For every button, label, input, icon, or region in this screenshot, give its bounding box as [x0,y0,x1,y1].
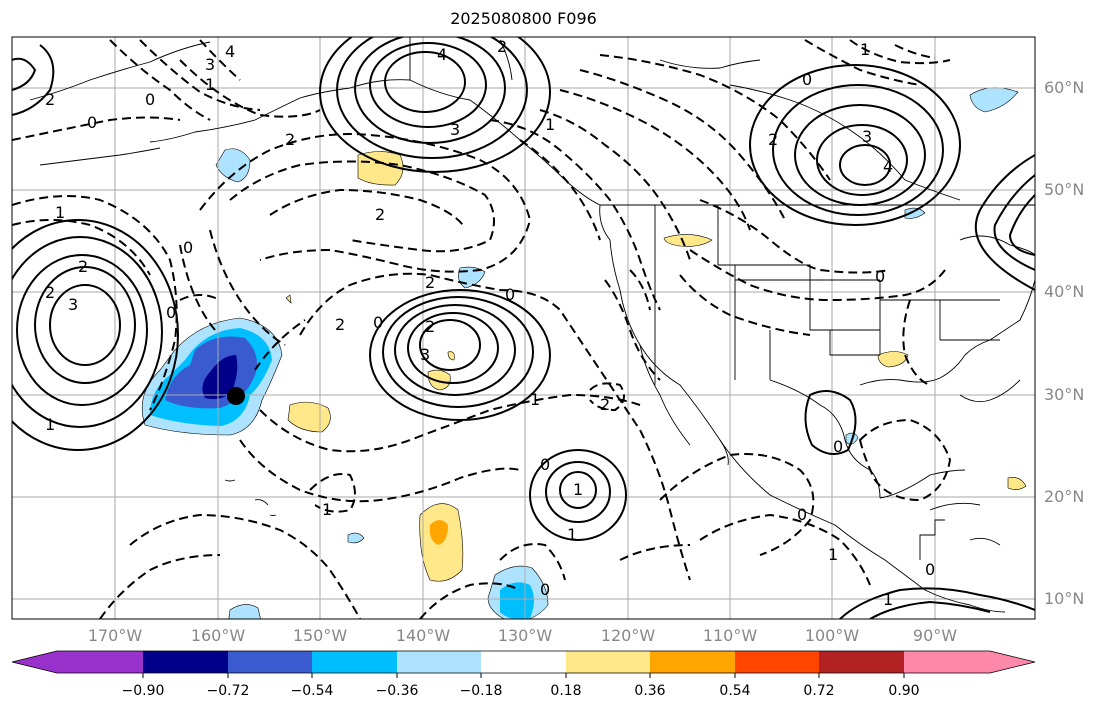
lon-label-150w: 150°W [292,626,348,645]
contour-label: 2 [768,130,778,149]
contour-label: 0 [875,267,885,286]
contour-label: 0 [145,90,155,109]
map-plot-area: 4 4 2 0 1 3 2 0 2 3 2 4 1 2 0 0 1 3 2 3 … [12,37,1035,619]
map-frame [11,36,1036,620]
negative-contours [12,39,952,619]
contour-label: 3 [420,345,430,364]
contour-label: 4 [883,157,893,176]
coastlines [29,37,1035,613]
colorbar-tick-label: 0.18 [550,683,582,699]
contour-label: 2 [285,130,295,149]
lon-label-100w: 100°W [804,626,860,645]
lat-label-20n: 20°N [1044,487,1085,506]
lon-label-170w: 170°W [87,626,143,645]
colorbar-segment [819,651,904,673]
lon-label-120w: 120°W [600,626,656,645]
contour-label: 0 [833,437,843,456]
colorbar-segment [650,651,735,673]
contour-label: 2 [425,317,435,336]
lat-label-40n: 40°N [1044,282,1085,301]
contour-label: 1 [530,390,540,409]
colorbar-segment [566,651,650,673]
positive-anomaly-core [429,520,448,545]
colorbar-segment [735,651,819,673]
contour-label: 0 [540,580,550,599]
colorbar-segment [904,651,990,673]
map-title: 2025080800 F096 [450,9,597,28]
contour-label: 2 [497,37,507,56]
contour-label: 1 [828,545,838,564]
colorbar-tick-label: −0.72 [206,683,250,699]
colorbar-tick-label: 0.90 [888,683,920,699]
contour-label: 0 [802,70,812,89]
lon-label-110w: 110°W [702,626,758,645]
colorbar-segment [143,651,228,673]
colorbar-tick-label: 0.54 [719,683,751,699]
contour-label: 1 [883,590,893,609]
colorbar-segment [481,651,566,673]
contour-label: 1 [205,75,215,94]
contour-label: 1 [322,500,332,519]
contour-label: 1 [545,115,555,134]
contour-label: 2 [335,315,345,334]
contour-label: 2 [425,273,435,292]
contour-label: 2 [45,90,55,109]
contour-label: 1 [55,203,65,222]
contour-label: 0 [925,560,935,579]
contour-label: 0 [797,505,807,524]
contour-label: 1 [860,40,870,59]
contour-label: 0 [505,285,515,304]
colorbar-segment [397,651,481,673]
lon-label-140w: 140°W [395,626,451,645]
colorbar-tick-label: 0.72 [803,683,835,699]
storm-center-marker [227,387,245,405]
colorbar-segment [312,651,397,673]
contour-label: 4 [437,45,447,64]
colorbar-tick-label: −0.90 [121,683,165,699]
colorbar-segment [57,651,143,673]
contour-label: 3 [205,55,215,74]
contour-label: 4 [225,42,235,61]
lat-label-50n: 50°N [1044,180,1085,199]
contour-label: 2 [78,257,88,276]
contour-label: 0 [540,455,550,474]
colorbar [11,650,1036,678]
contour-label: 0 [87,113,97,132]
colorbar-extend-low [12,651,57,673]
contour-label: 0 [373,313,383,332]
contour-label: 3 [68,295,78,314]
contour-labels: 4 4 2 0 1 3 2 0 2 3 2 4 1 2 0 0 1 3 2 3 … [45,37,935,609]
colorbar-tick-label: −0.18 [459,683,503,699]
colorbar-extend-high [990,651,1035,673]
lon-label-160w: 160°W [190,626,246,645]
colorbar-segment [228,651,312,673]
contour-label: 1 [573,480,583,499]
contour-label: 2 [600,395,610,414]
positive-contours [12,37,1035,619]
lat-label-60n: 60°N [1044,78,1085,97]
colorbar-tick-label: −0.54 [290,683,334,699]
contour-label: 3 [862,127,872,146]
lon-label-130w: 130°W [497,626,553,645]
lat-label-10n: 10°N [1044,589,1085,608]
contour-label: 2 [375,205,385,224]
colorbar-tick-label: −0.36 [375,683,419,699]
negative-anomaly-region-deep [202,355,238,400]
contour-label: 1 [45,415,55,434]
contour-label: 1 [567,525,577,544]
contour-label: 0 [183,238,193,257]
lon-label-90w: 90°W [912,626,958,645]
lat-label-30n: 30°N [1044,385,1085,404]
colorbar-tick-label: 0.36 [634,683,666,699]
contour-label: 3 [450,120,460,139]
contour-label: 2 [45,283,55,302]
contour-label: 0 [166,303,176,322]
